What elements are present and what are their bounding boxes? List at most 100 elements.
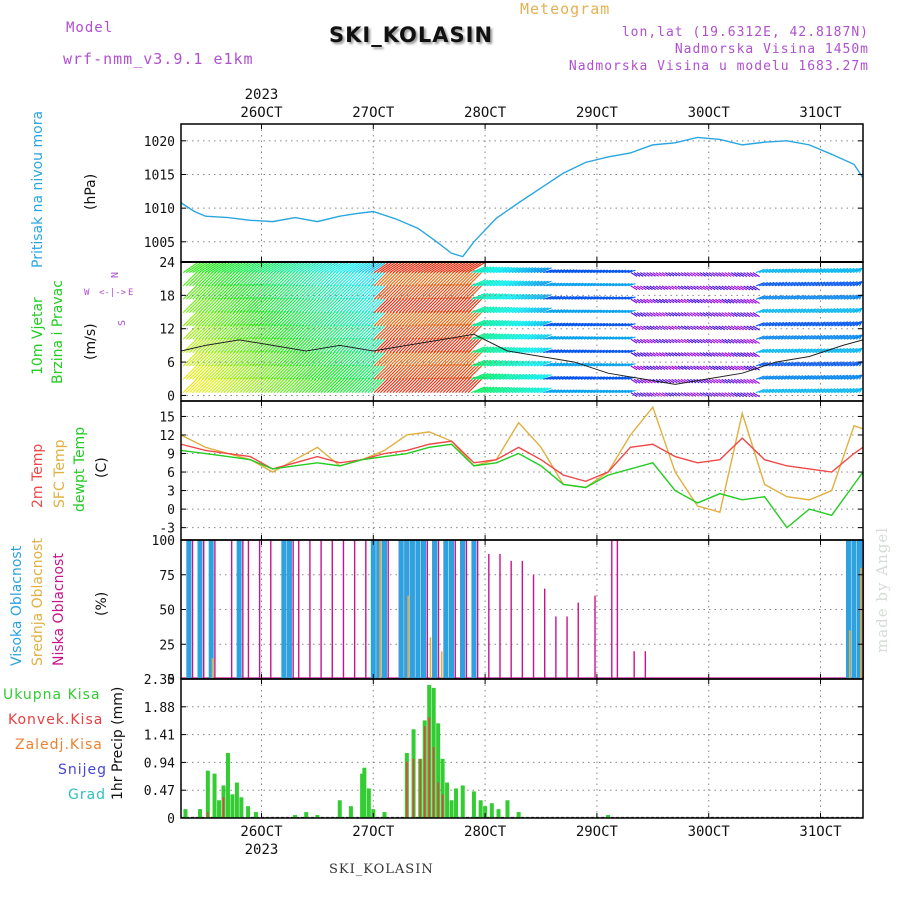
wind-barb <box>661 392 669 397</box>
wind-barb <box>483 266 498 274</box>
wind-barb <box>448 323 466 340</box>
wind-barb <box>232 376 249 394</box>
wind-barb <box>308 298 323 313</box>
wind-barb <box>646 298 653 304</box>
wind-barb <box>408 350 424 367</box>
wind-barb <box>558 269 569 274</box>
wind-barb <box>439 310 456 327</box>
wind-barb <box>201 262 217 274</box>
wind-barb <box>185 324 201 340</box>
wind-barb <box>680 312 687 317</box>
wind-barb <box>245 296 262 313</box>
wind-barb <box>511 267 525 274</box>
wind-barb <box>326 262 342 274</box>
wind-barb <box>834 267 845 274</box>
wind-barb <box>615 283 624 287</box>
wind-barb <box>489 266 504 274</box>
wind-barb <box>389 262 405 274</box>
wind-barb <box>615 323 624 327</box>
precip-panel-frame <box>180 678 864 819</box>
wind-barb <box>301 364 317 380</box>
wind-barb <box>790 321 800 327</box>
wind-barb <box>724 378 732 384</box>
wind-barb <box>787 375 797 380</box>
wind-barb <box>787 295 797 300</box>
wind-barb <box>636 312 644 317</box>
wind-barb <box>624 296 633 300</box>
wind-barb <box>809 361 820 367</box>
wind-barb <box>777 388 788 394</box>
wind-barb <box>505 360 518 367</box>
wind-barb <box>286 297 302 313</box>
wind-barb <box>821 308 832 314</box>
wind-barb <box>652 338 659 344</box>
wind-barb <box>436 376 453 394</box>
wind-barb <box>433 336 450 354</box>
wind-barb <box>696 298 703 304</box>
wind-barb <box>646 312 653 317</box>
high-cloud-bar <box>449 540 455 679</box>
wind-barb <box>257 337 274 354</box>
wind-barb <box>395 262 411 274</box>
wind-barb <box>768 348 778 354</box>
wind-barb <box>257 323 274 340</box>
wind-barb <box>583 349 593 354</box>
wind-barb <box>477 386 492 394</box>
wind-barb <box>201 310 218 327</box>
wind-barb <box>336 364 352 380</box>
wind-barb <box>730 365 738 371</box>
wind-barb <box>257 283 274 300</box>
wind-barb <box>185 364 201 380</box>
wind-barb <box>298 378 314 394</box>
wind-barb <box>780 281 791 287</box>
wind-barb <box>558 376 569 380</box>
wind-barb <box>511 360 525 367</box>
wind-barb <box>367 311 383 327</box>
x-tick-label-top: 26OCT <box>240 105 283 121</box>
wind-barb <box>326 297 343 313</box>
wind-barb <box>226 363 243 380</box>
wind-barb <box>348 351 365 367</box>
wind-barb <box>499 280 513 287</box>
wind-barb <box>239 363 256 380</box>
wind-barb <box>665 338 672 344</box>
wind-barb <box>452 262 469 274</box>
wind-barb <box>367 262 383 274</box>
wind-barb <box>690 298 697 304</box>
wind-barb <box>245 377 262 394</box>
wind-barb <box>831 321 842 327</box>
wind-barb <box>530 333 543 340</box>
wind-barb <box>358 364 374 380</box>
wind-barb <box>858 374 863 380</box>
wind-barb <box>189 351 205 367</box>
wind-barb <box>474 373 489 380</box>
wind-barb <box>727 325 735 331</box>
wind-barb <box>568 322 578 327</box>
wind-barb <box>799 348 810 354</box>
wind-barb <box>561 269 572 274</box>
wind-barb <box>690 352 697 357</box>
wind-barb <box>671 338 678 344</box>
wind-barb <box>646 365 653 371</box>
wind-barb <box>301 298 317 313</box>
wind-barb <box>708 378 716 384</box>
wind-barb <box>708 272 716 277</box>
wind-barb <box>561 322 572 327</box>
wind-barb <box>239 350 256 367</box>
wind-barb <box>386 311 402 327</box>
total-precip-bar <box>225 752 230 818</box>
high-cloud-bar <box>208 540 214 679</box>
wind-barb <box>690 365 697 371</box>
wind-barb <box>373 284 389 300</box>
wind-barb <box>549 269 560 274</box>
wind-barb <box>605 363 615 367</box>
wind-barb <box>364 364 380 380</box>
wind-barb <box>527 347 540 354</box>
wind-barb <box>759 268 768 274</box>
wind-barb <box>683 352 691 357</box>
wind-barb <box>784 361 794 367</box>
wind-barb <box>439 376 456 394</box>
wind-barb <box>718 365 725 371</box>
wind-barb <box>386 364 402 380</box>
wind-barb <box>539 307 552 314</box>
